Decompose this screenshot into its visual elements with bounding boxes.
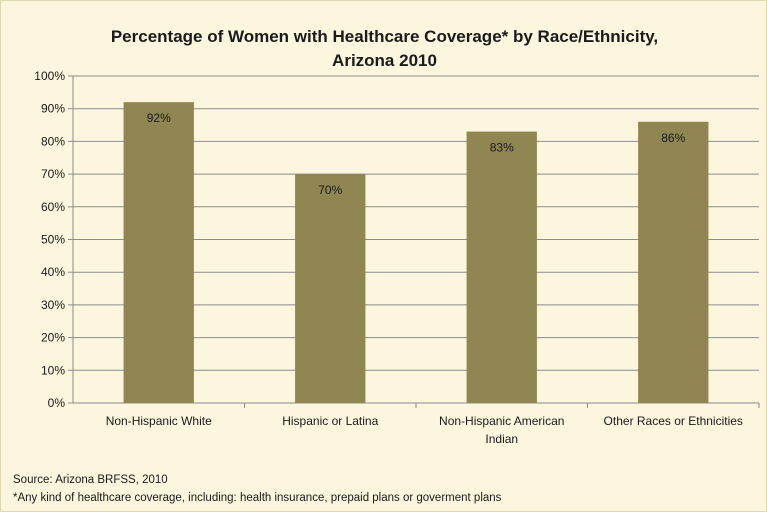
category-label-2: Hispanic or Latina: [282, 414, 378, 428]
y-tick-label: 30%: [41, 298, 65, 312]
chart-title: Percentage of Women with Healthcare Cove…: [1, 25, 767, 73]
bar-3: [466, 131, 537, 403]
coverage-footnote: *Any kind of healthcare coverage, includ…: [13, 492, 502, 504]
category-label-3: Non-Hispanic American: [439, 414, 564, 428]
bar-1: [123, 102, 194, 403]
category-label-1: Non-Hispanic White: [106, 414, 212, 428]
y-tick-label: 10%: [41, 363, 65, 377]
bar-2: [295, 174, 366, 403]
category-label-3: Indian: [485, 432, 518, 446]
bar-4: [638, 121, 709, 403]
category-label-4: Other Races or Ethnicities: [604, 414, 743, 428]
y-tick-label: 80%: [41, 134, 65, 148]
y-tick-label: 60%: [41, 200, 65, 214]
y-tick-label: 40%: [41, 265, 65, 279]
data-label-1: 92%: [147, 111, 171, 125]
source-note: Source: Arizona BRFSS, 2010: [13, 474, 168, 486]
data-label-3: 83%: [490, 141, 514, 155]
y-tick-label: 50%: [41, 233, 65, 247]
y-tick-label: 90%: [41, 102, 65, 116]
y-tick-label: 70%: [41, 167, 65, 181]
data-label-4: 86%: [661, 131, 685, 145]
chart-title-line-2: Arizona 2010: [332, 51, 437, 70]
y-tick-label: 100%: [34, 69, 65, 83]
data-label-2: 70%: [318, 183, 342, 197]
bar-chart: 0% 10% 20% 30% 40% 50% 60% 70% 80% 90% 100% 92% Non-…: [34, 69, 760, 446]
y-tick-label: 20%: [41, 331, 65, 345]
chart-title-line-1: Percentage of Women with Healthcare Cove…: [110, 27, 659, 46]
y-tick-label: 0%: [48, 396, 66, 410]
chart-footer: Source: Arizona BRFSS, 2010 *Any kind of…: [13, 471, 501, 507]
